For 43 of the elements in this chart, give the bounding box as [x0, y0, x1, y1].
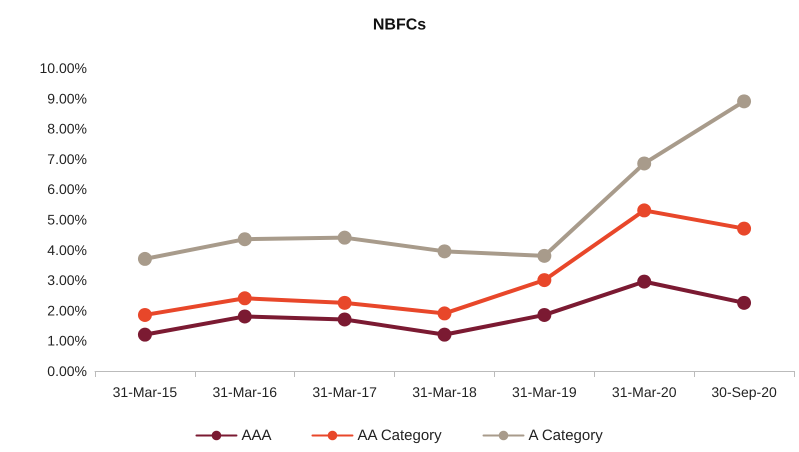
- legend-label: A Category: [528, 427, 604, 444]
- point: [438, 244, 452, 258]
- point: [138, 308, 152, 322]
- point: [537, 308, 552, 322]
- y-tick-label: 3.00%: [47, 272, 87, 288]
- point: [537, 248, 552, 263]
- point: [138, 328, 152, 342]
- x-tick-label: 30-Sep-20: [711, 384, 777, 400]
- point: [637, 274, 652, 289]
- point: [338, 312, 352, 326]
- point: [438, 328, 452, 342]
- x-tick-label: 31-Mar-15: [112, 384, 178, 400]
- point: [737, 222, 752, 236]
- point: [338, 230, 352, 245]
- y-tick-label: 0.00%: [47, 363, 87, 379]
- point: [238, 309, 252, 324]
- y-tick-label: 1.00%: [47, 332, 87, 349]
- y-tick-label: 7.00%: [47, 150, 87, 167]
- legend-label: AAA: [241, 427, 272, 444]
- point: [138, 252, 152, 266]
- point: [737, 94, 752, 108]
- y-tick-label: 5.00%: [47, 212, 87, 228]
- point: [238, 232, 252, 246]
- x-tick-label: 31-Mar-16: [212, 384, 278, 400]
- legend-label: AA Category: [357, 427, 442, 444]
- y-tick-label: 9.00%: [47, 90, 87, 106]
- y-tick-label: 10.00%: [40, 60, 87, 76]
- y-tick-label: 8.00%: [47, 120, 87, 137]
- point: [737, 296, 752, 310]
- y-tick-label: 6.00%: [47, 181, 87, 198]
- point: [637, 203, 652, 218]
- x-tick-label: 31-Mar-17: [312, 384, 378, 400]
- x-tick-label: 31-Mar-19: [512, 384, 577, 400]
- point: [438, 306, 452, 320]
- chart-title: NBFCs: [372, 16, 426, 34]
- y-tick-label: 2.00%: [47, 302, 87, 318]
- point: [637, 156, 652, 170]
- x-tick-label: 31-Mar-20: [612, 384, 677, 400]
- point: [537, 273, 552, 288]
- point: [238, 291, 252, 306]
- x-tick-label: 31-Mar-18: [412, 384, 477, 400]
- y-tick-label: 4.00%: [47, 242, 87, 258]
- point: [338, 296, 352, 310]
